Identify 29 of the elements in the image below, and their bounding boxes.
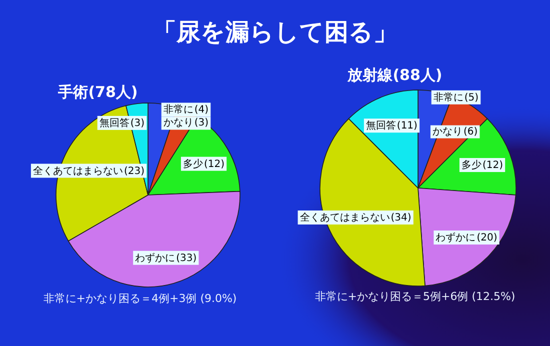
data-label: (23) bbox=[124, 166, 145, 177]
chart-title: 手術(78人) bbox=[57, 83, 138, 101]
slice-label: 全くあてはまらない bbox=[32, 164, 123, 177]
slice-label: かなり bbox=[163, 118, 194, 129]
slice-label: 無回答 bbox=[99, 116, 130, 129]
text: 「尿を漏らして困る」 bbox=[152, 18, 398, 46]
slice-label: わずかに bbox=[436, 232, 476, 244]
slice-label: かなり bbox=[432, 126, 462, 138]
chart-title: 放射線(88人) bbox=[346, 66, 442, 84]
data-label: (11) bbox=[396, 120, 418, 132]
data-label: (33) bbox=[176, 252, 197, 264]
data-label: (5) bbox=[464, 92, 479, 104]
slice-label: 全くあてはまらない bbox=[300, 211, 390, 224]
slice-label: 多少 bbox=[182, 158, 203, 170]
data-label: (20) bbox=[476, 232, 498, 244]
data-label: (4) bbox=[194, 104, 209, 116]
text: 非常に+かなり困る＝5例+6例 (12.5%) bbox=[314, 290, 516, 303]
data-label: (12) bbox=[482, 160, 504, 172]
data-label: (12) bbox=[204, 158, 225, 170]
slice-label: 非常に bbox=[163, 104, 194, 116]
data-label: (6) bbox=[463, 126, 478, 138]
text: 非常に+かなり困る＝4例+3例 (9.0%) bbox=[43, 292, 237, 305]
slice-label: 多少 bbox=[461, 159, 482, 172]
data-label: (3) bbox=[194, 118, 209, 129]
slice-label: 無回答 bbox=[366, 120, 396, 132]
data-label: (3) bbox=[130, 118, 145, 129]
data-label: (34) bbox=[390, 212, 412, 224]
slice-label: わずかに bbox=[135, 252, 176, 264]
slice-label: 非常に bbox=[433, 91, 464, 104]
